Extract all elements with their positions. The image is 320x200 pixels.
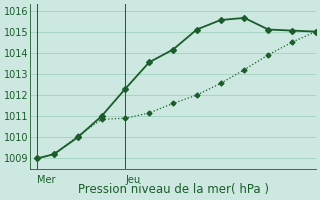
Text: Jeu: Jeu	[125, 175, 140, 185]
Text: Mer: Mer	[37, 175, 56, 185]
X-axis label: Pression niveau de la mer( hPa ): Pression niveau de la mer( hPa )	[77, 183, 268, 196]
